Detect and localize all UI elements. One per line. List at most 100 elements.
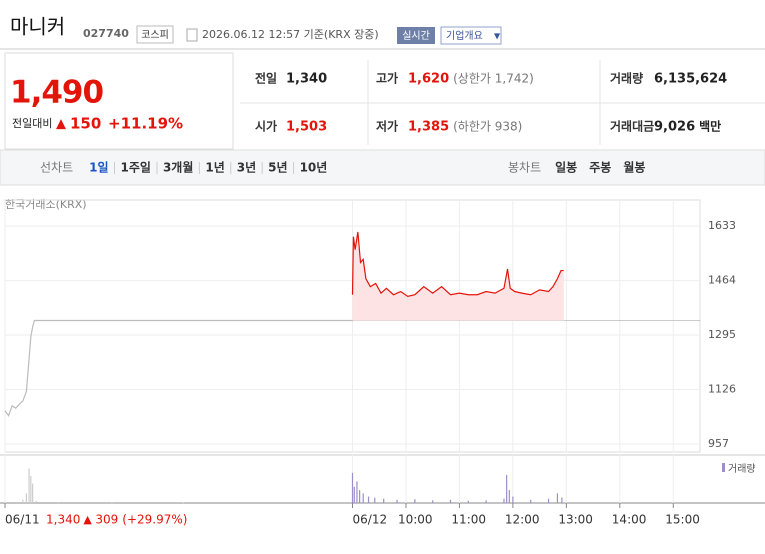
volume-bar bbox=[503, 498, 505, 503]
stat-value: 9,026 bbox=[654, 120, 695, 135]
volume-bar bbox=[32, 483, 34, 503]
calendar-icon bbox=[186, 28, 198, 42]
source: 한국거래소(KRX) bbox=[5, 198, 87, 211]
market-badge bbox=[136, 25, 174, 44]
stat-label: 거래대금 bbox=[610, 119, 654, 134]
volume-bar bbox=[111, 502, 113, 503]
stat-note: (상한가 1,742) bbox=[453, 72, 534, 86]
volume-bar bbox=[356, 481, 358, 503]
legend-label: 거래량 bbox=[728, 463, 756, 475]
volume-bar bbox=[182, 502, 184, 503]
stat-value: 1,620 bbox=[408, 72, 449, 87]
tab[interactable]: 주봉 bbox=[589, 161, 611, 175]
stat-value: 1,503 bbox=[286, 120, 327, 135]
volume-bar bbox=[396, 499, 398, 503]
volume-bar bbox=[35, 500, 37, 503]
volume-bar bbox=[359, 490, 361, 503]
stat-label: 전일 bbox=[255, 71, 277, 86]
realtime: 실시간 bbox=[402, 30, 430, 42]
y-tick-label: 1464 bbox=[708, 274, 736, 287]
tab[interactable]: 10년 bbox=[300, 161, 328, 175]
y-tick-label: 957 bbox=[708, 437, 729, 450]
volume-bar bbox=[374, 497, 376, 503]
y-tick-label: 1295 bbox=[708, 328, 736, 341]
x-tick-label: 14:00 bbox=[612, 513, 647, 527]
x-tick-label: 06/12 bbox=[353, 513, 388, 527]
volume-bar bbox=[367, 496, 370, 503]
tab[interactable]: 1주일 bbox=[121, 161, 151, 175]
volume-bar bbox=[508, 490, 510, 503]
volume-bar bbox=[353, 486, 355, 503]
volume-bar bbox=[467, 500, 469, 503]
y-tick-label: 1633 bbox=[708, 219, 736, 232]
x-tick-label: 10:00 bbox=[398, 513, 433, 527]
stat-value: 1,340 bbox=[286, 72, 327, 87]
x-tick-label: 06/11 bbox=[5, 513, 40, 527]
up-arrow: ▲ bbox=[56, 117, 66, 132]
stock-name: 마니커 bbox=[10, 15, 65, 39]
tab-bar bbox=[0, 149, 765, 186]
tab[interactable]: 월봉 bbox=[623, 160, 645, 175]
volume-bar bbox=[449, 499, 452, 503]
realtime-badge bbox=[397, 27, 435, 44]
tab: 선차트 bbox=[40, 161, 73, 175]
tab[interactable]: 일봉 bbox=[555, 161, 577, 175]
volume-bar bbox=[556, 493, 559, 503]
prev-close: 1,340 bbox=[46, 513, 80, 527]
stat-value: 6,135,624 bbox=[654, 72, 727, 87]
volume-bar bbox=[512, 496, 514, 503]
y-tick-label: 1126 bbox=[708, 382, 736, 395]
prev-change: 309 bbox=[95, 513, 118, 527]
volume-bar bbox=[506, 475, 508, 503]
volume-bar bbox=[485, 500, 487, 503]
tab: 봉차트 bbox=[508, 161, 541, 175]
tab[interactable]: 3개월 bbox=[163, 160, 193, 175]
change-rate: +11.19% bbox=[108, 115, 183, 133]
prev-rate: (+29.97%) bbox=[122, 513, 187, 527]
stock-code: 027740 bbox=[83, 27, 129, 40]
volume-bar bbox=[432, 500, 434, 503]
x-tick-label: 12:00 bbox=[505, 513, 540, 527]
price: 1,490 bbox=[10, 75, 103, 111]
change: 150 bbox=[70, 115, 101, 133]
x-tick-label: 11:00 bbox=[451, 513, 486, 527]
volume-bar bbox=[561, 497, 563, 503]
volume-bar bbox=[547, 498, 550, 503]
volume-bar bbox=[530, 499, 532, 503]
volume-bar bbox=[57, 502, 60, 503]
stat-label: 거래량 bbox=[610, 71, 643, 86]
volume-bar bbox=[30, 476, 32, 503]
overview[interactable]: 기업개요 bbox=[446, 29, 483, 42]
dropdown-arrow: ▼ bbox=[494, 32, 501, 41]
volume-bar bbox=[22, 499, 24, 503]
volume-bar bbox=[362, 493, 364, 503]
stat-value: 1,385 bbox=[408, 120, 449, 135]
x-tick-label: 15:00 bbox=[665, 513, 700, 527]
volume-bar bbox=[383, 498, 385, 503]
stat-label: 저가 bbox=[376, 119, 398, 134]
prev-arrow: ▲ bbox=[83, 513, 92, 526]
price-area bbox=[352, 231, 564, 321]
price-line bbox=[351, 231, 564, 297]
legend-swatch bbox=[722, 463, 725, 472]
tab[interactable]: 3년 bbox=[237, 161, 256, 175]
volume-bar bbox=[25, 493, 27, 503]
stat-label: 고가 bbox=[376, 71, 398, 86]
market: 코스피 bbox=[141, 29, 169, 41]
x-tick-label: 13:00 bbox=[558, 513, 593, 527]
datetime: 2026.06.12 12:57 기준(KRX 장중) bbox=[202, 28, 379, 41]
tab[interactable]: 5년 bbox=[268, 161, 287, 175]
price-line bbox=[4, 319, 353, 417]
stat-note: 백만 bbox=[699, 119, 721, 134]
change-label: 전일대비 bbox=[12, 116, 52, 130]
overview-button[interactable] bbox=[440, 26, 502, 45]
tab[interactable]: 1일 bbox=[89, 161, 108, 175]
volume-bar bbox=[28, 468, 30, 503]
stat-note: (하한가 938) bbox=[453, 120, 522, 134]
tab[interactable]: 1년 bbox=[205, 161, 224, 175]
stat-label: 시가 bbox=[255, 119, 277, 134]
volume-bar bbox=[351, 472, 354, 503]
volume-bar bbox=[414, 499, 416, 503]
quote-box bbox=[4, 52, 234, 150]
